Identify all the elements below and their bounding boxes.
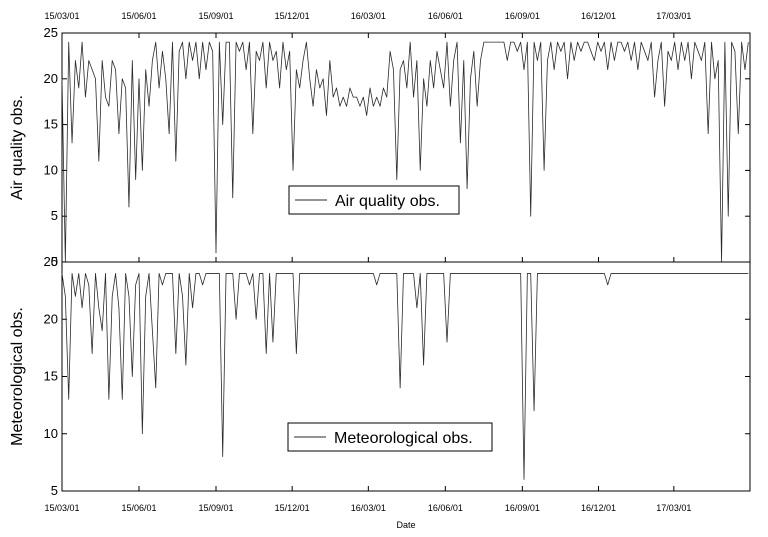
x-tick-label-bottom: 17/03/01 [656, 503, 691, 513]
y-tick-label: 10 [44, 426, 58, 441]
y-axis-title: Meteorological obs. [9, 307, 26, 446]
x-tick-label-bottom: 16/03/01 [351, 503, 386, 513]
x-tick-label-top: 15/09/01 [198, 11, 233, 21]
x-tick-label-bottom: 16/06/01 [428, 503, 463, 513]
x-tick-label-top: 15/06/01 [121, 11, 156, 21]
x-tick-label-bottom: 15/12/01 [275, 503, 310, 513]
x-tick-label-top: 15/12/01 [275, 11, 310, 21]
x-axis-title: Date [396, 520, 415, 530]
y-tick-label: 20 [44, 311, 58, 326]
x-tick-label-top: 17/03/01 [656, 11, 691, 21]
series-line-1-0 [61, 41, 749, 263]
series-line-2-0 [61, 273, 749, 480]
x-tick-label-bottom: 15/09/01 [198, 503, 233, 513]
y-tick-label: 5 [51, 208, 58, 223]
x-tick-label-bottom: 15/06/01 [121, 503, 156, 513]
x-tick-label-bottom: 16/12/01 [581, 503, 616, 513]
y-tick-label: 10 [44, 162, 58, 177]
y-tick-label: 0 [51, 254, 58, 269]
x-tick-label-top: 16/03/01 [351, 11, 386, 21]
y-tick-label: 25 [44, 25, 58, 40]
y-tick-label: 25 [44, 254, 58, 269]
x-tick-label-top: 16/06/01 [428, 11, 463, 21]
y-axis-title: Air quality obs. [9, 95, 26, 200]
y-tick-label: 5 [51, 483, 58, 498]
chart-root: 0 5 10 15 20 25 Air quality obs. Air quality ob… [9, 11, 751, 530]
x-tick-label-top: 15/03/01 [44, 11, 79, 21]
x-tick-label-bottom: 15/03/01 [44, 503, 79, 513]
y-tick-label: 20 [44, 71, 58, 86]
y-tick-label: 15 [44, 369, 58, 384]
legend-label: Meteorological obs. [334, 430, 473, 447]
x-tick-label-top: 16/09/01 [505, 11, 540, 21]
x-tick-label-bottom: 16/09/01 [505, 503, 540, 513]
x-tick-label-top: 16/12/01 [581, 11, 616, 21]
legend-label: Air quality obs. [335, 193, 440, 210]
y-tick-label: 15 [44, 117, 58, 132]
